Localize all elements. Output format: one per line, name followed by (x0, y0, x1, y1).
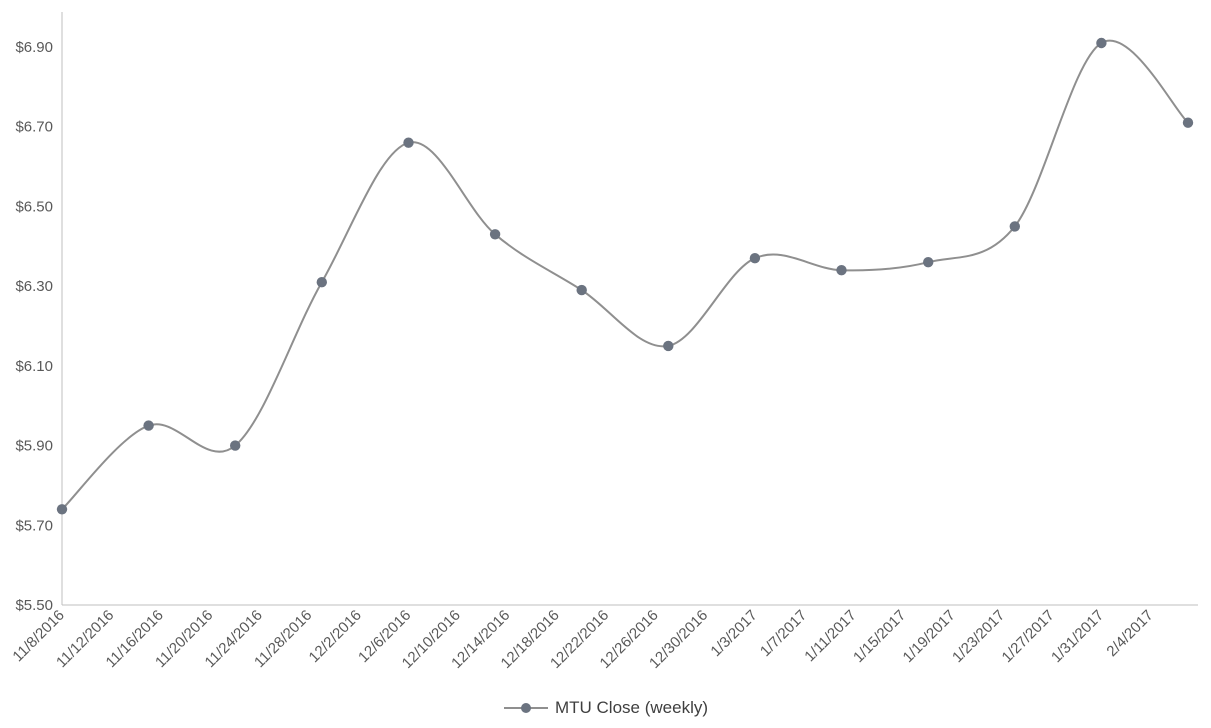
data-point-marker (1009, 221, 1020, 232)
data-point-marker (1096, 37, 1107, 49)
x-axis-tick-label: 1/23/2017 (949, 607, 1008, 666)
data-point-marker (316, 277, 327, 288)
y-axis-tick-label: $6.70 (15, 119, 53, 136)
chart-legend: MTU Close (weekly) (0, 699, 1211, 716)
y-axis-tick-label: $6.90 (15, 39, 53, 56)
y-axis-tick-label: $5.90 (15, 438, 53, 455)
y-axis-tick-label: $5.70 (15, 517, 53, 534)
y-axis-tick-label: $6.50 (15, 198, 53, 215)
y-axis-tick-label: $6.30 (15, 278, 53, 295)
y-axis-tick-label: $5.50 (15, 597, 53, 614)
x-axis-tick-label: 1/15/2017 (850, 607, 909, 666)
data-point-marker (230, 440, 241, 451)
data-point-marker (576, 284, 587, 296)
y-axis-tick-label: $6.10 (15, 358, 53, 375)
data-point-marker (489, 229, 501, 240)
legend-label: MTU Close (weekly) (554, 698, 709, 717)
x-axis-tick-label: 12/2/2016 (306, 607, 365, 666)
x-axis-tick-label: 1/31/2017 (1048, 607, 1107, 666)
data-point-marker (663, 340, 674, 352)
x-axis-tick-label: 1/19/2017 (900, 607, 959, 666)
series-line (61, 39, 1189, 511)
data-point-marker (143, 420, 154, 431)
x-axis-tick-label: 1/3/2017 (707, 607, 760, 660)
x-axis-tick-label: 2/4/2017 (1103, 607, 1156, 660)
data-point-marker (56, 504, 68, 515)
data-point-marker (403, 137, 414, 148)
x-axis-tick-label: 1/27/2017 (999, 607, 1058, 666)
data-point-marker (923, 257, 934, 268)
data-point-marker (749, 253, 761, 264)
data-point-marker (836, 265, 847, 276)
data-point-marker (1182, 117, 1194, 128)
legend-line-marker-icon (503, 702, 548, 713)
x-axis-tick-label: 1/11/2017 (801, 607, 859, 665)
